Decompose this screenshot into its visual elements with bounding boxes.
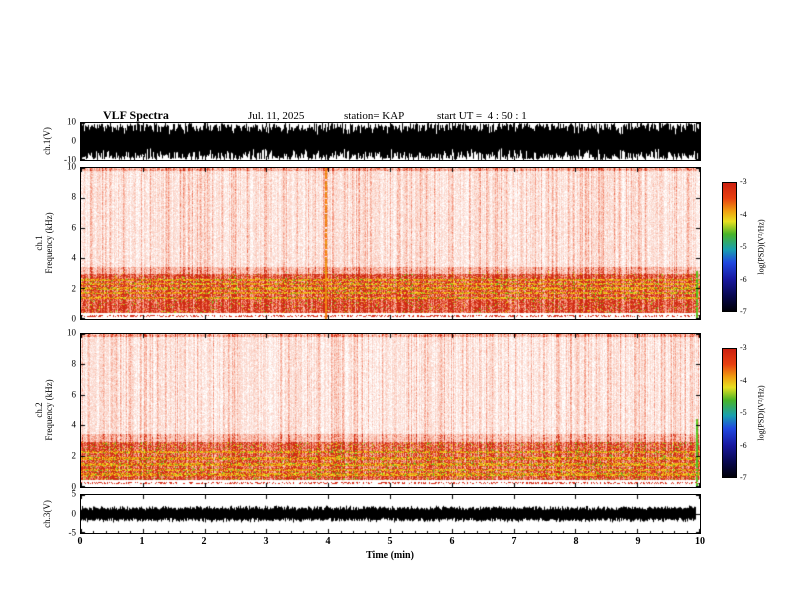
spec1-y-tick-label: 4 xyxy=(71,252,77,263)
colorbar-spec1 xyxy=(722,182,737,312)
ch1-y-tick-label: -10 xyxy=(64,154,76,165)
spec2-ylabel-frequency: Frequency (kHz) xyxy=(44,379,54,441)
spec1-y-tick-label: 6 xyxy=(71,222,77,233)
colorbar-spec2 xyxy=(722,348,737,478)
ch1-waveform-panel xyxy=(80,122,701,161)
x-tick-label: 5 xyxy=(387,536,393,547)
ch1-spectrogram-panel xyxy=(80,167,701,320)
spec1-y-tick-label: 0 xyxy=(71,313,77,324)
ch2-spectrogram-heatmap xyxy=(81,334,700,487)
ch3-y-tick-label: 5 xyxy=(71,488,77,499)
colorbar-tick-label: -7 xyxy=(740,473,747,482)
colorbar1-label: log(PSD)(V²/Hz) xyxy=(756,219,766,275)
spec2-y-axis-label: ch.2 Frequency (kHz) xyxy=(34,379,54,440)
spec1-y-tick-label: 2 xyxy=(71,283,77,294)
x-tick-label: 2 xyxy=(201,536,207,547)
x-tick-label: 7 xyxy=(511,536,517,547)
spec1-y-tick-label: 10 xyxy=(67,161,76,172)
ch1-y-axis-label: ch.1(V) xyxy=(42,127,52,155)
x-tick-label: 4 xyxy=(325,536,331,547)
colorbar-tick-label: -3 xyxy=(740,177,747,186)
ch1-y-tick-label: 10 xyxy=(67,116,76,127)
ch3-waveform-panel xyxy=(80,494,701,534)
ch3-y-axis-label: ch.3(V) xyxy=(42,500,52,528)
date-label: Jul. 11, 2025 xyxy=(248,110,305,122)
ch3-y-tick-label: -5 xyxy=(68,527,77,538)
x-axis-label: Time (min) xyxy=(366,550,414,561)
x-tick-label: 8 xyxy=(573,536,579,547)
ch3-y-tick-label: 0 xyxy=(71,508,77,518)
x-tick-label: 0 xyxy=(77,536,83,547)
figure-title: VLF Spectra xyxy=(103,108,169,122)
spec1-ylabel-frequency: Frequency (kHz) xyxy=(44,212,54,274)
spec2-y-tick-label: 10 xyxy=(67,327,76,338)
colorbar-tick-label: -7 xyxy=(740,307,747,316)
spec1-y-tick-label: 8 xyxy=(71,191,77,202)
ch1-y-tick-label: 0 xyxy=(71,135,77,146)
x-tick-label: 3 xyxy=(263,536,269,547)
x-tick-label: 10 xyxy=(695,536,705,547)
ch3-waveform-plot xyxy=(81,495,700,533)
ch1-spectrogram-heatmap xyxy=(81,168,700,319)
ch1-waveform-plot xyxy=(81,123,700,160)
spec1-y-axis-label: ch.1 Frequency (kHz) xyxy=(34,212,54,273)
colorbar-tick-label: -6 xyxy=(740,440,747,450)
x-tick-label: 1 xyxy=(139,536,145,547)
x-tick-label: 6 xyxy=(449,536,455,547)
colorbar-tick-label: -3 xyxy=(740,343,747,352)
spec2-y-tick-label: 2 xyxy=(71,450,77,461)
colorbar2-label: log(PSD)(V²/Hz) xyxy=(756,385,766,441)
colorbar-tick-label: -4 xyxy=(740,209,747,219)
spec2-y-tick-label: 8 xyxy=(71,358,77,369)
spec2-y-tick-label: 0 xyxy=(71,481,77,492)
start-ut-label: start UT = 4 : 50 : 1 xyxy=(437,110,527,122)
colorbar-tick-label: -4 xyxy=(740,375,747,385)
spec2-y-tick-label: 6 xyxy=(71,389,77,400)
spec2-y-tick-label: 4 xyxy=(71,419,77,430)
colorbar-tick-label: -5 xyxy=(740,408,747,417)
colorbar-tick-label: -5 xyxy=(740,242,747,251)
station-label: station= KAP xyxy=(344,110,405,122)
colorbar-tick-label: -6 xyxy=(740,274,747,284)
ch2-spectrogram-panel xyxy=(80,333,701,488)
spec1-ylabel-channel: ch.1 xyxy=(34,235,44,251)
x-tick-label: 9 xyxy=(635,536,641,547)
spec2-ylabel-channel: ch.2 xyxy=(34,402,44,418)
